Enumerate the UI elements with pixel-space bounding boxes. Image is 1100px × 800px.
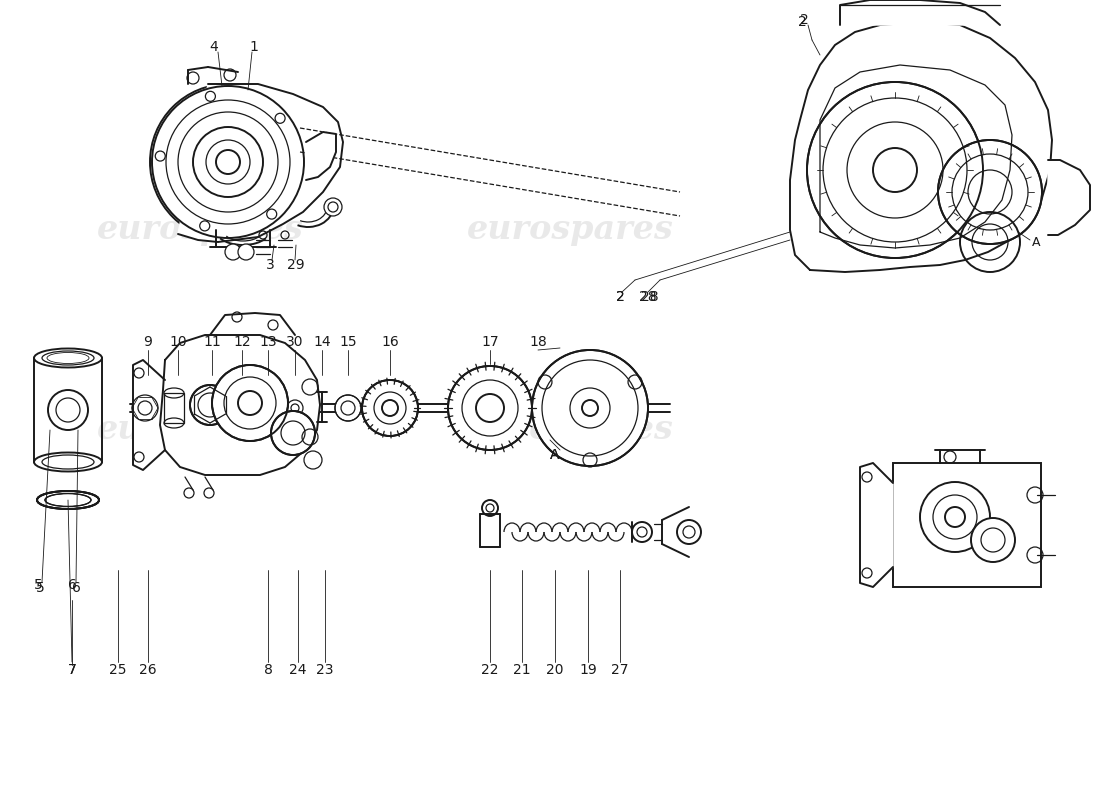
Text: 23: 23 [317,663,333,677]
Circle shape [448,366,532,450]
Text: 17: 17 [481,335,498,349]
Circle shape [971,518,1015,562]
Polygon shape [210,313,295,335]
Text: eurospares: eurospares [466,214,673,246]
Text: 4: 4 [210,40,219,54]
Text: A: A [550,448,560,462]
Text: A: A [550,448,560,462]
Circle shape [362,380,418,436]
Text: 28: 28 [639,290,657,304]
Text: 21: 21 [514,663,531,677]
Text: 30: 30 [286,335,304,349]
Circle shape [190,385,230,425]
Circle shape [226,244,241,260]
Text: 13: 13 [260,335,277,349]
Circle shape [632,522,652,542]
Circle shape [150,84,306,240]
Bar [164,393,184,423]
Circle shape [532,350,648,466]
Polygon shape [306,132,336,180]
Text: 15: 15 [339,335,356,349]
Circle shape [807,82,983,258]
Text: 1: 1 [250,40,258,54]
Polygon shape [860,463,893,587]
Text: 7: 7 [67,663,76,677]
Polygon shape [1048,160,1090,235]
Text: 2: 2 [616,290,625,304]
Text: 8: 8 [264,663,273,677]
Text: 5: 5 [34,578,43,592]
Text: 6: 6 [67,578,76,592]
Text: 9: 9 [144,335,153,349]
Text: 24: 24 [289,663,307,677]
Text: 20: 20 [547,663,563,677]
Ellipse shape [34,453,102,471]
Text: eurospares: eurospares [97,414,304,446]
Text: A: A [1032,235,1041,249]
Text: 6: 6 [72,581,80,595]
Polygon shape [160,335,320,475]
Bar [893,463,1041,587]
Circle shape [938,140,1042,244]
Ellipse shape [34,349,102,367]
Ellipse shape [37,491,99,509]
Polygon shape [178,84,343,242]
Text: 22: 22 [482,663,498,677]
Circle shape [238,244,254,260]
Text: 28: 28 [641,290,659,304]
Text: eurospares: eurospares [97,214,304,246]
Text: 26: 26 [140,663,157,677]
Text: 18: 18 [529,335,547,349]
Text: 2: 2 [800,13,808,27]
Text: 14: 14 [314,335,331,349]
Text: 3: 3 [265,258,274,272]
Circle shape [324,198,342,216]
Polygon shape [133,360,165,470]
Text: 5: 5 [35,581,44,595]
Text: eurospares: eurospares [466,414,673,446]
Text: 2: 2 [798,15,806,29]
Polygon shape [790,22,1052,272]
Text: 12: 12 [233,335,251,349]
Text: 25: 25 [109,663,126,677]
Text: 10: 10 [169,335,187,349]
Text: 16: 16 [381,335,399,349]
Polygon shape [840,0,1000,25]
Circle shape [336,395,361,421]
Text: 29: 29 [287,258,305,272]
Text: 7: 7 [67,663,76,677]
Text: 19: 19 [579,663,597,677]
Circle shape [920,482,990,552]
Circle shape [271,411,315,455]
Text: 2: 2 [616,290,625,304]
Text: 27: 27 [612,663,629,677]
Text: 11: 11 [204,335,221,349]
Circle shape [212,365,288,441]
